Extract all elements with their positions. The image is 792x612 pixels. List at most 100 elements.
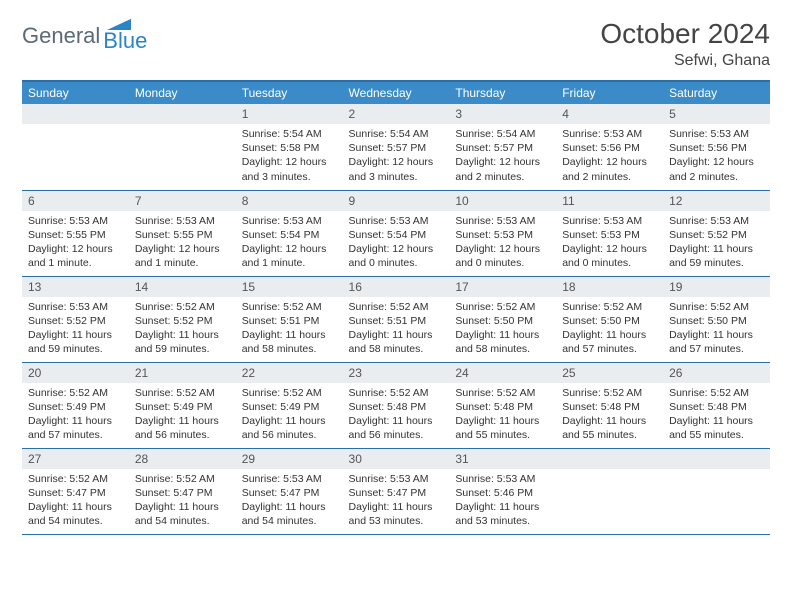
- day-number: 22: [236, 363, 343, 383]
- day-details: Sunrise: 5:52 AMSunset: 5:48 PMDaylight:…: [556, 383, 663, 446]
- calendar-cell: 20Sunrise: 5:52 AMSunset: 5:49 PMDayligh…: [22, 362, 129, 448]
- calendar-cell: 6Sunrise: 5:53 AMSunset: 5:55 PMDaylight…: [22, 190, 129, 276]
- calendar-cell: 13Sunrise: 5:53 AMSunset: 5:52 PMDayligh…: [22, 276, 129, 362]
- day-details: Sunrise: 5:52 AMSunset: 5:48 PMDaylight:…: [663, 383, 770, 446]
- day-number-empty: [22, 104, 129, 124]
- day-details: Sunrise: 5:54 AMSunset: 5:57 PMDaylight:…: [449, 124, 556, 187]
- day-details: Sunrise: 5:53 AMSunset: 5:54 PMDaylight:…: [236, 211, 343, 274]
- day-details: Sunrise: 5:52 AMSunset: 5:47 PMDaylight:…: [129, 469, 236, 532]
- day-number: 3: [449, 104, 556, 124]
- calendar-cell: 26Sunrise: 5:52 AMSunset: 5:48 PMDayligh…: [663, 362, 770, 448]
- day-number-empty: [129, 104, 236, 124]
- day-details: Sunrise: 5:52 AMSunset: 5:49 PMDaylight:…: [129, 383, 236, 446]
- calendar-cell: 19Sunrise: 5:52 AMSunset: 5:50 PMDayligh…: [663, 276, 770, 362]
- calendar-cell: 11Sunrise: 5:53 AMSunset: 5:53 PMDayligh…: [556, 190, 663, 276]
- header: GeneralBlue October 2024 Sefwi, Ghana: [22, 18, 770, 70]
- calendar-cell: 16Sunrise: 5:52 AMSunset: 5:51 PMDayligh…: [343, 276, 450, 362]
- day-number: 19: [663, 277, 770, 297]
- day-number: 8: [236, 191, 343, 211]
- day-number: 2: [343, 104, 450, 124]
- day-details: Sunrise: 5:52 AMSunset: 5:51 PMDaylight:…: [343, 297, 450, 360]
- day-number: 20: [22, 363, 129, 383]
- calendar-cell: 2Sunrise: 5:54 AMSunset: 5:57 PMDaylight…: [343, 104, 450, 190]
- day-number: 30: [343, 449, 450, 469]
- day-number: 16: [343, 277, 450, 297]
- day-number: 18: [556, 277, 663, 297]
- day-number: 6: [22, 191, 129, 211]
- day-number: 1: [236, 104, 343, 124]
- day-number: 4: [556, 104, 663, 124]
- calendar-cell: 9Sunrise: 5:53 AMSunset: 5:54 PMDaylight…: [343, 190, 450, 276]
- day-number: 14: [129, 277, 236, 297]
- calendar-cell: [663, 448, 770, 534]
- calendar-cell: 23Sunrise: 5:52 AMSunset: 5:48 PMDayligh…: [343, 362, 450, 448]
- day-number: 28: [129, 449, 236, 469]
- day-header: Wednesday: [343, 81, 450, 104]
- day-number: 9: [343, 191, 450, 211]
- calendar-cell: 15Sunrise: 5:52 AMSunset: 5:51 PMDayligh…: [236, 276, 343, 362]
- calendar-cell: 5Sunrise: 5:53 AMSunset: 5:56 PMDaylight…: [663, 104, 770, 190]
- day-number: 12: [663, 191, 770, 211]
- calendar-cell: 14Sunrise: 5:52 AMSunset: 5:52 PMDayligh…: [129, 276, 236, 362]
- location-label: Sefwi, Ghana: [600, 52, 770, 70]
- calendar-cell: 1Sunrise: 5:54 AMSunset: 5:58 PMDaylight…: [236, 104, 343, 190]
- calendar-week-row: 27Sunrise: 5:52 AMSunset: 5:47 PMDayligh…: [22, 448, 770, 534]
- day-number: 29: [236, 449, 343, 469]
- calendar-cell: 31Sunrise: 5:53 AMSunset: 5:46 PMDayligh…: [449, 448, 556, 534]
- calendar-cell: 22Sunrise: 5:52 AMSunset: 5:49 PMDayligh…: [236, 362, 343, 448]
- calendar-week-row: 1Sunrise: 5:54 AMSunset: 5:58 PMDaylight…: [22, 104, 770, 190]
- day-details: Sunrise: 5:52 AMSunset: 5:50 PMDaylight:…: [663, 297, 770, 360]
- calendar-cell: 12Sunrise: 5:53 AMSunset: 5:52 PMDayligh…: [663, 190, 770, 276]
- day-details: Sunrise: 5:53 AMSunset: 5:56 PMDaylight:…: [556, 124, 663, 187]
- day-details: Sunrise: 5:53 AMSunset: 5:52 PMDaylight:…: [663, 211, 770, 274]
- calendar-cell: [22, 104, 129, 190]
- day-details: Sunrise: 5:53 AMSunset: 5:46 PMDaylight:…: [449, 469, 556, 532]
- calendar-cell: 24Sunrise: 5:52 AMSunset: 5:48 PMDayligh…: [449, 362, 556, 448]
- calendar-cell: 18Sunrise: 5:52 AMSunset: 5:50 PMDayligh…: [556, 276, 663, 362]
- calendar-cell: 3Sunrise: 5:54 AMSunset: 5:57 PMDaylight…: [449, 104, 556, 190]
- day-header: Friday: [556, 81, 663, 104]
- day-header: Thursday: [449, 81, 556, 104]
- day-number: 21: [129, 363, 236, 383]
- day-number: 10: [449, 191, 556, 211]
- calendar-cell: 29Sunrise: 5:53 AMSunset: 5:47 PMDayligh…: [236, 448, 343, 534]
- day-header-row: Sunday Monday Tuesday Wednesday Thursday…: [22, 81, 770, 104]
- day-details: Sunrise: 5:52 AMSunset: 5:48 PMDaylight:…: [343, 383, 450, 446]
- day-details: Sunrise: 5:54 AMSunset: 5:57 PMDaylight:…: [343, 124, 450, 187]
- calendar-cell: 28Sunrise: 5:52 AMSunset: 5:47 PMDayligh…: [129, 448, 236, 534]
- day-number: 11: [556, 191, 663, 211]
- brand-logo: GeneralBlue: [22, 18, 147, 54]
- day-details: Sunrise: 5:53 AMSunset: 5:56 PMDaylight:…: [663, 124, 770, 187]
- brand-part2: Blue: [103, 28, 147, 54]
- day-details: Sunrise: 5:52 AMSunset: 5:49 PMDaylight:…: [22, 383, 129, 446]
- day-details: Sunrise: 5:53 AMSunset: 5:55 PMDaylight:…: [22, 211, 129, 274]
- day-number: 17: [449, 277, 556, 297]
- day-number: 25: [556, 363, 663, 383]
- day-number-empty: [663, 449, 770, 469]
- day-details: Sunrise: 5:53 AMSunset: 5:55 PMDaylight:…: [129, 211, 236, 274]
- day-details: Sunrise: 5:54 AMSunset: 5:58 PMDaylight:…: [236, 124, 343, 187]
- calendar-cell: 10Sunrise: 5:53 AMSunset: 5:53 PMDayligh…: [449, 190, 556, 276]
- day-number: 5: [663, 104, 770, 124]
- day-number: 27: [22, 449, 129, 469]
- brand-part1: General: [22, 23, 100, 49]
- day-details: Sunrise: 5:52 AMSunset: 5:48 PMDaylight:…: [449, 383, 556, 446]
- day-header: Sunday: [22, 81, 129, 104]
- title-block: October 2024 Sefwi, Ghana: [600, 18, 770, 70]
- calendar-cell: 21Sunrise: 5:52 AMSunset: 5:49 PMDayligh…: [129, 362, 236, 448]
- day-details: Sunrise: 5:53 AMSunset: 5:53 PMDaylight:…: [556, 211, 663, 274]
- day-details: Sunrise: 5:53 AMSunset: 5:53 PMDaylight:…: [449, 211, 556, 274]
- calendar-cell: 4Sunrise: 5:53 AMSunset: 5:56 PMDaylight…: [556, 104, 663, 190]
- day-number: 24: [449, 363, 556, 383]
- calendar-cell: 8Sunrise: 5:53 AMSunset: 5:54 PMDaylight…: [236, 190, 343, 276]
- calendar-cell: 25Sunrise: 5:52 AMSunset: 5:48 PMDayligh…: [556, 362, 663, 448]
- day-details: Sunrise: 5:53 AMSunset: 5:52 PMDaylight:…: [22, 297, 129, 360]
- day-number: 15: [236, 277, 343, 297]
- day-header: Saturday: [663, 81, 770, 104]
- day-number: 31: [449, 449, 556, 469]
- day-number: 23: [343, 363, 450, 383]
- day-details: Sunrise: 5:52 AMSunset: 5:50 PMDaylight:…: [556, 297, 663, 360]
- day-header: Monday: [129, 81, 236, 104]
- calendar-week-row: 13Sunrise: 5:53 AMSunset: 5:52 PMDayligh…: [22, 276, 770, 362]
- day-details: Sunrise: 5:52 AMSunset: 5:51 PMDaylight:…: [236, 297, 343, 360]
